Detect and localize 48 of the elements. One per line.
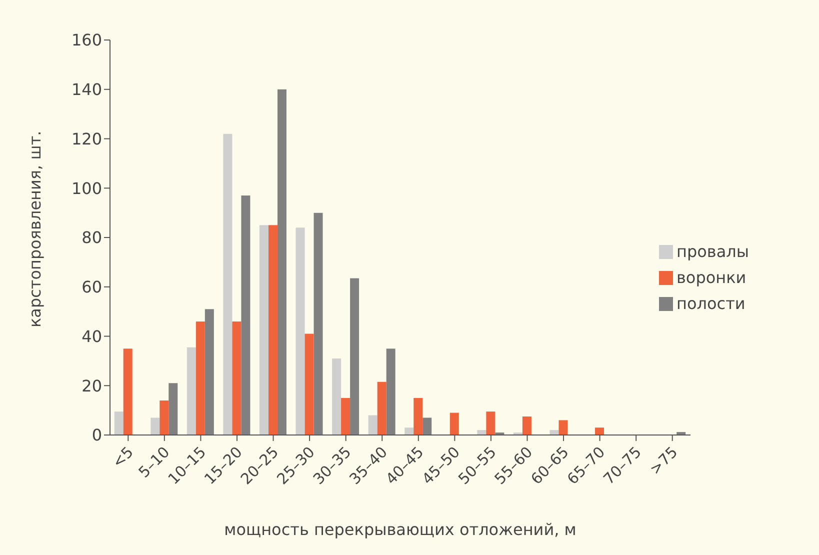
bar xyxy=(196,321,205,435)
legend-label: воронки xyxy=(676,268,746,286)
bar xyxy=(241,196,250,435)
bar xyxy=(277,89,286,435)
legend-label: провалы xyxy=(676,242,749,260)
bar xyxy=(558,420,568,435)
bar xyxy=(168,383,178,435)
bar xyxy=(314,212,323,435)
bar xyxy=(414,398,423,435)
x-tick-label: <5 xyxy=(108,443,137,472)
legend-label: полости xyxy=(676,294,746,312)
y-tick-label: 60 xyxy=(82,278,102,297)
bar xyxy=(304,334,314,435)
bar xyxy=(268,225,278,435)
y-tick-label: 100 xyxy=(71,178,102,198)
bar xyxy=(186,347,196,435)
y-tick-label: 160 xyxy=(71,30,102,50)
bar xyxy=(486,412,496,435)
bar xyxy=(368,415,378,435)
bar xyxy=(123,348,132,435)
bar xyxy=(377,382,386,435)
bar xyxy=(386,348,396,435)
bar xyxy=(204,309,214,435)
y-tick-label: 0 xyxy=(92,426,102,445)
bar xyxy=(150,418,160,435)
bar xyxy=(450,412,459,435)
x-axis-title: мощность перекрывающих отложений, м xyxy=(224,520,576,539)
y-tick-label: 40 xyxy=(82,326,102,346)
y-tick-label: 80 xyxy=(82,228,102,248)
bar xyxy=(296,228,305,435)
bar xyxy=(522,416,532,435)
bar xyxy=(477,430,486,435)
bar xyxy=(422,418,432,435)
bar xyxy=(595,428,604,435)
y-tick-label: 140 xyxy=(71,80,102,100)
bar xyxy=(114,412,124,435)
bar xyxy=(160,400,169,435)
bar xyxy=(341,398,350,435)
bar xyxy=(232,321,242,435)
bar xyxy=(332,358,342,435)
bar xyxy=(350,278,360,435)
y-axis-title: карстопроявления, шт. xyxy=(26,130,45,328)
bar xyxy=(404,428,414,435)
bar xyxy=(223,134,232,435)
y-tick-label: 20 xyxy=(82,376,102,396)
bar xyxy=(550,430,559,435)
y-tick-label: 120 xyxy=(71,129,102,148)
bar xyxy=(259,225,268,435)
